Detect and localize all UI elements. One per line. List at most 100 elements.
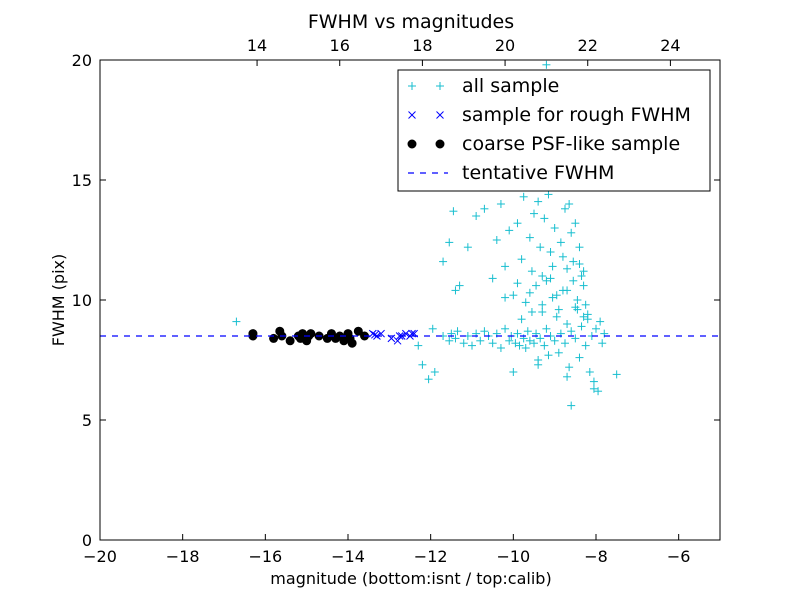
- chart-title: FWHM vs magnitudes: [308, 11, 514, 33]
- data-point-plus: [492, 236, 501, 244]
- data-point-plus: [552, 291, 561, 300]
- data-point-plus: [496, 200, 505, 208]
- top-tick-label: 20: [495, 36, 515, 55]
- data-point-plus: [414, 341, 423, 350]
- data-point-circle: [347, 338, 357, 348]
- data-point-plus: [523, 327, 532, 336]
- x-b: [408, 329, 416, 338]
- data-point-plus: [571, 219, 580, 228]
- data-point-plus: [513, 219, 522, 228]
- data-point-plus: [509, 291, 518, 300]
- legend-marker: [407, 139, 417, 149]
- data-point-plus: [517, 255, 526, 264]
- x-tick-label: −14: [331, 547, 365, 566]
- data-point-plus: [527, 308, 536, 316]
- data-point-plus: [554, 305, 563, 314]
- data-point-plus: [536, 243, 545, 252]
- data-point-plus: [548, 262, 557, 271]
- data-point-plus: [540, 341, 549, 350]
- data-point-plus: [546, 248, 555, 256]
- legend: all sample sample for rough FWHM coarse PS…: [397, 69, 711, 192]
- data-point-plus: [451, 286, 460, 295]
- x-tick-label: −6: [667, 547, 691, 566]
- data-point-plus: [480, 204, 489, 213]
- data-point-plus: [577, 272, 586, 280]
- data-point-plus: [517, 315, 526, 324]
- legend-box: [397, 69, 711, 192]
- data-point-plus: [569, 276, 578, 285]
- data-point-plus: [538, 308, 547, 316]
- data-point-plus: [589, 384, 598, 393]
- x-b: [371, 330, 379, 339]
- x-tick-label: −20: [83, 547, 117, 566]
- legend-marker: [436, 111, 444, 119]
- data-point-plus: [505, 226, 514, 235]
- legend-marker: [435, 139, 445, 149]
- data-point-plus: [439, 257, 448, 266]
- data-point-plus: [488, 274, 497, 283]
- data-point-plus: [445, 336, 454, 345]
- data-point-plus: [563, 320, 572, 328]
- data-point-plus: [589, 377, 598, 386]
- x-b: [395, 332, 404, 340]
- y-tick-label: 5: [82, 411, 92, 430]
- data-point-plus: [501, 293, 510, 302]
- data-point-plus: [567, 327, 576, 336]
- data-point-plus: [565, 363, 574, 372]
- data-point-plus: [558, 252, 567, 261]
- data-point-x: [368, 329, 377, 338]
- data-point-plus: [468, 341, 476, 350]
- data-point-plus: [567, 401, 576, 410]
- data-point-plus: [530, 339, 538, 348]
- plot-frame: [99, 59, 721, 541]
- data-point-plus: [550, 224, 559, 232]
- data-point-plus: [548, 293, 557, 302]
- data-point-plus: [428, 324, 437, 333]
- data-point-plus: [577, 322, 586, 331]
- data-point-plus: [445, 238, 454, 247]
- top-tick-label: 24: [660, 36, 680, 55]
- data-point-circle: [248, 331, 258, 341]
- data-point-plus: [513, 279, 522, 288]
- data-point-plus: [561, 204, 569, 213]
- data-point-plus: [575, 353, 584, 362]
- data-point-plus: [563, 264, 572, 273]
- data-point-plus: [511, 339, 520, 348]
- x-tick-label: −16: [248, 547, 282, 566]
- data-point-plus: [521, 298, 530, 307]
- plot-area: [100, 60, 720, 410]
- data-point-plus: [496, 344, 505, 352]
- data-point-plus: [534, 197, 543, 206]
- y-tick-label: 15: [72, 171, 92, 190]
- top-tick-label: 14: [247, 36, 267, 55]
- data-point-plus: [488, 339, 497, 348]
- data-point-plus: [556, 238, 565, 247]
- y-tick-label: 20: [72, 51, 92, 70]
- data-point-plus: [424, 375, 433, 384]
- x-tick-label: −8: [584, 547, 608, 566]
- data-point-plus: [563, 372, 572, 381]
- data-point-x: [371, 330, 379, 339]
- data-point-plus: [581, 341, 590, 350]
- data-point-plus: [509, 368, 518, 376]
- data-point-plus: [513, 329, 522, 338]
- legend-marker: [408, 82, 416, 90]
- data-point-plus: [579, 281, 588, 290]
- data-point-plus: [575, 260, 584, 268]
- data-point-plus: [546, 274, 555, 283]
- data-point-plus: [585, 368, 594, 376]
- data-point-x: [395, 332, 404, 340]
- top-tick-label: 16: [330, 36, 350, 55]
- data-point-plus: [505, 336, 514, 345]
- x-tick-label: −10: [496, 547, 530, 566]
- x-b: [368, 329, 377, 338]
- data-point-plus: [592, 324, 600, 333]
- data-point-plus: [515, 341, 524, 350]
- data-point-plus: [525, 288, 534, 297]
- x-b: [410, 329, 418, 338]
- data-point-plus: [554, 348, 563, 357]
- data-point-plus: [455, 281, 464, 290]
- data-point-plus: [542, 324, 551, 333]
- data-point-plus: [542, 276, 551, 285]
